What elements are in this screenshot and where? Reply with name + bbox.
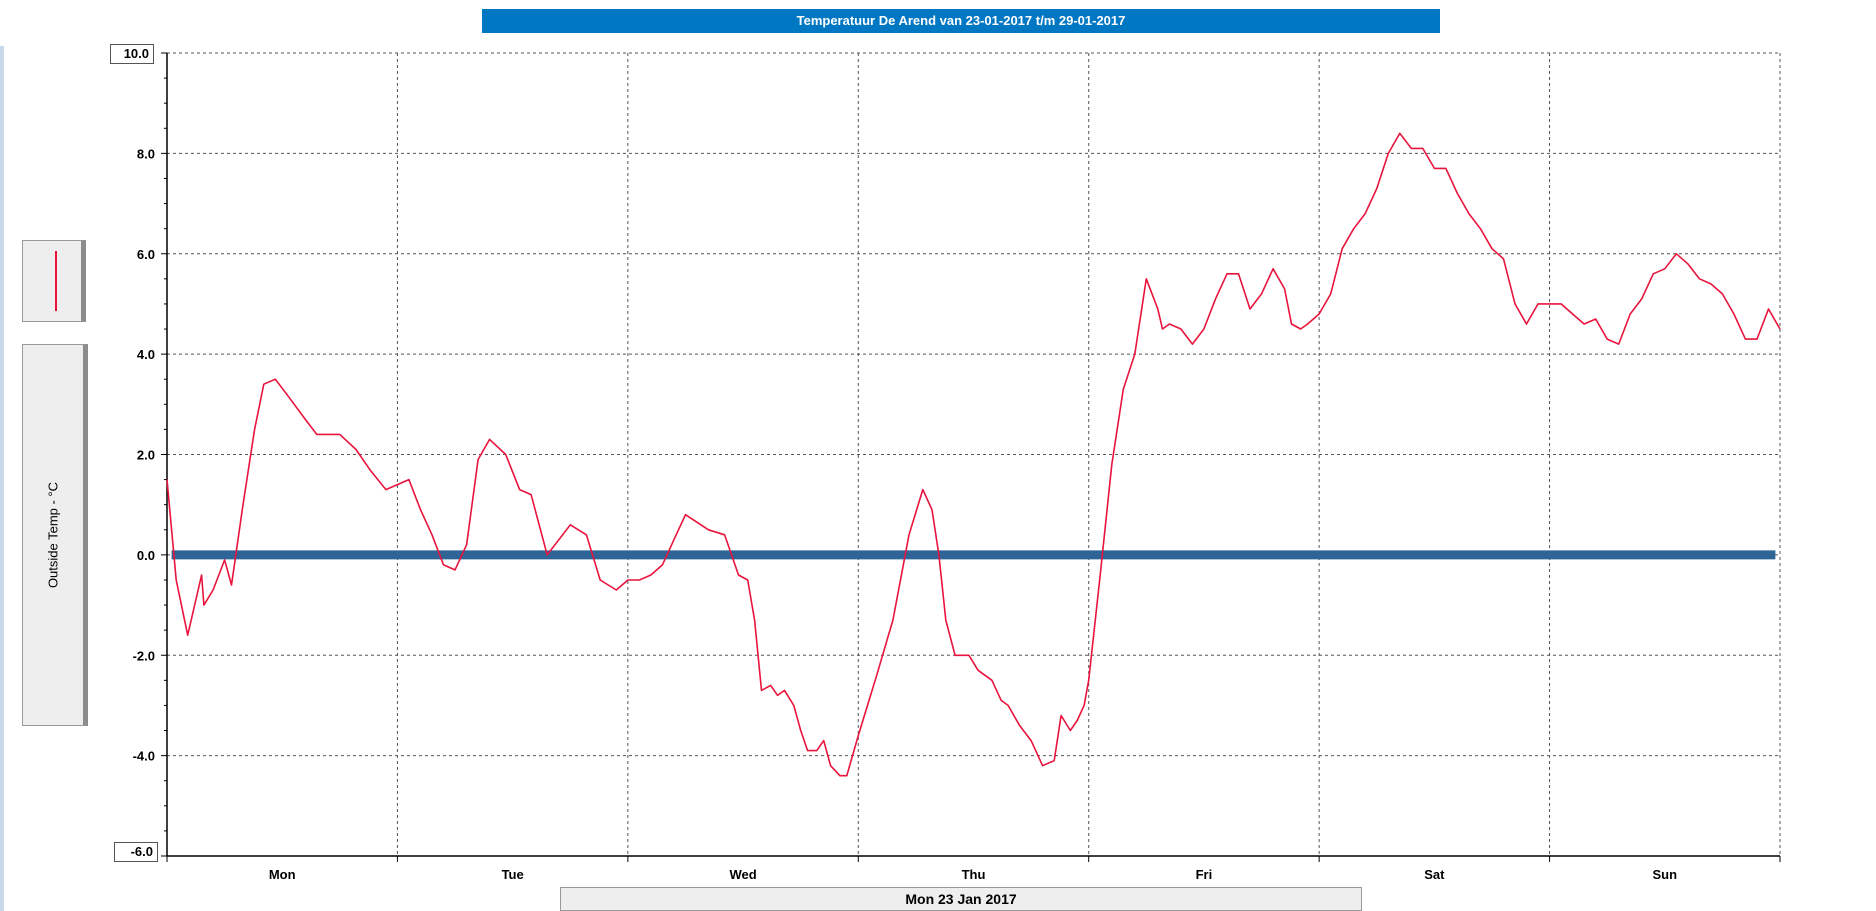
y-tick-label: 8.0 bbox=[137, 146, 155, 161]
window-left-edge bbox=[0, 46, 4, 911]
y-tick-label: 2.0 bbox=[137, 448, 155, 463]
x-tick-label: Thu bbox=[962, 867, 986, 882]
x-tick-label: Fri bbox=[1196, 867, 1213, 882]
y-tick-label: -4.0 bbox=[133, 749, 155, 764]
x-tick-label: Sat bbox=[1424, 867, 1445, 882]
x-tick-label: Tue bbox=[502, 867, 524, 882]
y-axis-label-button[interactable]: Outside Temp - °C bbox=[22, 344, 88, 726]
y-tick-label: 6.0 bbox=[137, 247, 155, 262]
y-tick-label: 0.0 bbox=[137, 548, 155, 563]
legend-swatch-button[interactable] bbox=[22, 240, 86, 322]
y-tick-labels: 8.0 6.0 4.0 2.0 0.0 -2.0 -4.0 bbox=[133, 146, 155, 763]
y-min-input[interactable]: -6.0 bbox=[114, 842, 158, 862]
y-tick-label: 4.0 bbox=[137, 347, 155, 362]
y-tick-label: -2.0 bbox=[133, 648, 155, 663]
chart-title: Temperatuur De Arend van 23-01-2017 t/m … bbox=[482, 9, 1440, 33]
grid-lines bbox=[167, 52, 1781, 856]
x-tick-labels: Mon Tue Wed Thu Fri Sat Sun bbox=[269, 867, 1677, 882]
y-max-input[interactable]: 10.0 bbox=[110, 44, 154, 64]
temperature-series-line bbox=[166, 132, 1781, 777]
series-color-swatch bbox=[55, 251, 57, 311]
x-tick-label: Sun bbox=[1653, 867, 1678, 882]
x-tick-label: Mon bbox=[269, 867, 296, 882]
x-tick-label: Wed bbox=[729, 867, 756, 882]
axes bbox=[161, 52, 1781, 862]
date-range-button[interactable]: Mon 23 Jan 2017 bbox=[560, 887, 1362, 911]
